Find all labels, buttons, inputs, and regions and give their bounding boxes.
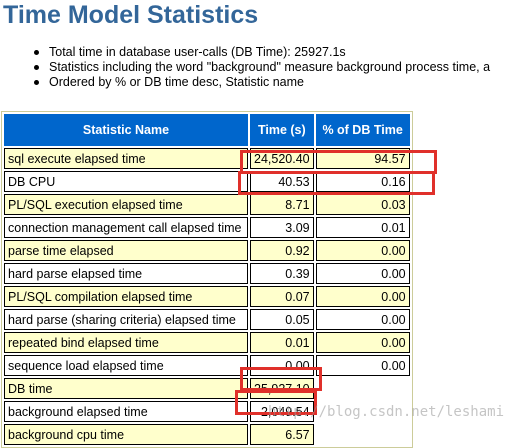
pct-db-time-cell: 0.00 [315, 332, 410, 353]
pct-db-time-cell: 0.00 [315, 240, 410, 261]
table-row: hard parse elapsed time 0.39 0.00 [4, 263, 410, 284]
table-row: PL/SQL execution elapsed time 8.71 0.03 [4, 194, 410, 215]
table-row: sequence load elapsed time 0.00 0.00 [4, 355, 410, 376]
statistic-name-cell: DB CPU [4, 171, 248, 192]
time-seconds-cell: 3.09 [250, 217, 314, 238]
statistic-name-cell: sql execute elapsed time [4, 148, 248, 169]
statistic-name-cell: PL/SQL execution elapsed time [4, 194, 248, 215]
time-seconds-cell: 40.53 [250, 171, 314, 192]
time-seconds-cell: 24,520.40 [250, 148, 314, 169]
time-seconds-cell: 0.00 [250, 355, 314, 376]
statistic-name-cell: repeated bind elapsed time [4, 332, 248, 353]
table-row: background cpu time 6.57 [4, 424, 410, 445]
pct-db-time-cell: 0.16 [315, 171, 410, 192]
time-seconds-cell: 0.92 [250, 240, 314, 261]
time-seconds-cell: 2,049.54 [250, 401, 314, 422]
statistic-name-cell: PL/SQL compilation elapsed time [4, 286, 248, 307]
pct-db-time-cell: 0.00 [315, 309, 410, 330]
statistic-name-cell: sequence load elapsed time [4, 355, 248, 376]
column-header-time: Time (s) [250, 114, 314, 146]
empty-cell [316, 378, 410, 399]
table-header-row: Statistic Name Time (s) % of DB Time [4, 114, 410, 146]
table-body: sql execute elapsed time 24,520.40 94.57 DB… [4, 148, 410, 445]
empty-cell [316, 424, 410, 445]
statistic-name-cell: connection management call elapsed time [4, 217, 248, 238]
table-row: sql execute elapsed time 24,520.40 94.57 [4, 148, 410, 169]
bullet-icon [34, 80, 39, 85]
time-seconds-cell: 6.57 [250, 424, 314, 445]
pct-db-time-cell: 0.00 [315, 355, 410, 376]
table-row: DB CPU 40.53 0.16 [4, 171, 410, 192]
table-row: connection management call elapsed time 3… [4, 217, 410, 238]
bullet-icon [34, 65, 39, 70]
pct-db-time-cell: 0.00 [315, 263, 410, 284]
time-seconds-cell: 0.07 [250, 286, 314, 307]
page-title: Time Model Statistics [3, 1, 259, 29]
statistic-name-cell: background cpu time [4, 424, 248, 445]
table-row: background elapsed time 2,049.54 [4, 401, 410, 422]
note-item: Total time in database user-calls (DB Ti… [31, 45, 507, 60]
table-row: PL/SQL compilation elapsed time 0.07 0.00 [4, 286, 410, 307]
statistic-name-cell: DB time [4, 378, 248, 399]
column-header-pct-db-time: % of DB Time [315, 114, 410, 146]
table-row: parse time elapsed 0.92 0.00 [4, 240, 410, 261]
statistic-name-cell: background elapsed time [4, 401, 248, 422]
column-header-statistic-name: Statistic Name [4, 114, 248, 146]
pct-db-time-cell: 0.00 [315, 286, 410, 307]
note-text: Statistics including the word "backgroun… [49, 60, 491, 74]
notes-list: Total time in database user-calls (DB Ti… [31, 45, 507, 90]
table-row: DB time 25,927.10 [4, 378, 410, 399]
statistic-name-cell: parse time elapsed [4, 240, 248, 261]
pct-db-time-cell: 0.03 [315, 194, 410, 215]
note-text: Ordered by % or DB time desc, Statistic … [49, 75, 304, 89]
pct-db-time-cell: 0.01 [315, 217, 410, 238]
bullet-icon [34, 50, 39, 55]
time-seconds-cell: 0.01 [250, 332, 314, 353]
time-model-table: Statistic Name Time (s) % of DB Time sql… [1, 111, 413, 448]
time-seconds-cell: 0.39 [250, 263, 314, 284]
pct-db-time-cell: 94.57 [315, 148, 410, 169]
note-item: Statistics including the word "backgroun… [31, 60, 507, 75]
empty-cell [316, 401, 410, 422]
statistic-name-cell: hard parse elapsed time [4, 263, 248, 284]
table-row: hard parse (sharing criteria) elapsed ti… [4, 309, 410, 330]
note-text: Total time in database user-calls (DB Ti… [49, 45, 346, 59]
time-seconds-cell: 25,927.10 [250, 378, 314, 399]
statistic-name-cell: hard parse (sharing criteria) elapsed ti… [4, 309, 248, 330]
table-row: repeated bind elapsed time 0.01 0.00 [4, 332, 410, 353]
note-item: Ordered by % or DB time desc, Statistic … [31, 75, 507, 90]
time-seconds-cell: 8.71 [250, 194, 314, 215]
time-seconds-cell: 0.05 [250, 309, 314, 330]
